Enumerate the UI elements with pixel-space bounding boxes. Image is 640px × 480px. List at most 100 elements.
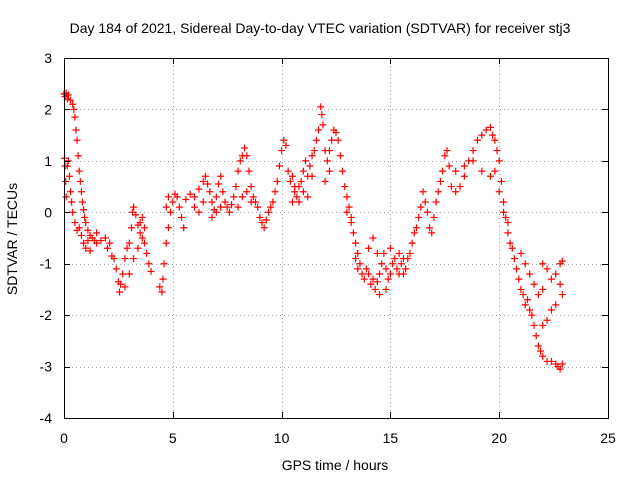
data-point: [238, 193, 246, 201]
data-point: [402, 265, 410, 273]
data-point: [378, 260, 386, 268]
data-point: [371, 285, 379, 293]
data-point: [280, 136, 288, 144]
data-point: [247, 198, 255, 206]
data-point: [456, 183, 464, 191]
y-tick-label: 0: [44, 204, 52, 220]
data-point: [325, 147, 333, 155]
data-point: [530, 321, 538, 329]
data-point: [123, 244, 131, 252]
y-tick-label: 3: [44, 50, 52, 66]
data-point: [495, 188, 503, 196]
data-point: [84, 226, 92, 234]
x-tick-label: 15: [383, 430, 399, 446]
data-point: [130, 255, 138, 263]
data-point: [199, 198, 207, 206]
data-point: [241, 144, 249, 152]
data-point: [358, 270, 366, 278]
data-point: [62, 177, 70, 185]
data-point: [376, 270, 384, 278]
data-point: [419, 188, 427, 196]
data-point: [373, 249, 381, 257]
data-point: [178, 213, 186, 221]
data-point: [478, 131, 486, 139]
data-point: [217, 172, 225, 180]
data-point: [308, 172, 316, 180]
data-point: [513, 265, 521, 273]
data-point: [354, 249, 362, 257]
data-point: [382, 265, 390, 273]
data-point: [526, 306, 534, 314]
data-point: [521, 301, 529, 309]
data-point: [393, 265, 401, 273]
data-point: [473, 136, 481, 144]
data-point: [195, 208, 203, 216]
data-point: [521, 260, 529, 268]
data-point: [269, 198, 277, 206]
data-point: [356, 260, 364, 268]
data-point: [110, 255, 118, 263]
data-point: [349, 229, 357, 237]
data-point: [517, 249, 525, 257]
data-point: [482, 126, 490, 134]
data-point: [299, 188, 307, 196]
data-point: [302, 157, 310, 165]
data-point: [515, 275, 523, 283]
y-tick-label: -3: [40, 359, 53, 375]
data-point: [295, 183, 303, 191]
data-point: [293, 193, 301, 201]
data-point: [247, 183, 255, 191]
data-point: [82, 219, 90, 227]
data-point: [258, 219, 266, 227]
data-point: [162, 239, 170, 247]
data-point: [558, 360, 566, 368]
data-point: [208, 198, 216, 206]
data-point: [97, 237, 105, 245]
data-point: [439, 167, 447, 175]
data-point: [219, 188, 227, 196]
data-point: [404, 255, 412, 263]
data-point: [460, 162, 468, 170]
data-point: [180, 224, 188, 232]
data-point: [234, 167, 242, 175]
data-point: [77, 231, 85, 239]
data-point: [315, 126, 323, 134]
data-point: [119, 270, 127, 278]
data-point: [223, 203, 231, 211]
data-point: [426, 224, 434, 232]
data-point: [273, 177, 281, 185]
data-point: [317, 103, 325, 111]
data-point: [236, 157, 244, 165]
data-point: [436, 177, 444, 185]
data-point: [256, 213, 264, 221]
data-point: [64, 91, 72, 99]
data-point: [67, 96, 75, 104]
data-point: [517, 285, 525, 293]
data-point: [132, 211, 140, 219]
data-point: [352, 255, 360, 263]
data-point: [384, 275, 392, 283]
data-point: [141, 224, 149, 232]
data-point: [127, 224, 135, 232]
data-point: [271, 188, 279, 196]
data-point: [312, 136, 320, 144]
data-point: [121, 283, 129, 291]
data-point: [284, 167, 292, 175]
data-point: [136, 219, 144, 227]
data-point: [121, 255, 129, 263]
data-point: [262, 216, 270, 224]
data-point: [539, 321, 547, 329]
data-point: [162, 203, 170, 211]
data-point: [399, 270, 407, 278]
data-point: [173, 193, 181, 201]
data-point: [75, 167, 83, 175]
data-point: [291, 188, 299, 196]
data-point: [539, 352, 547, 360]
data-point: [486, 172, 494, 180]
data-point: [191, 193, 199, 201]
data-point: [267, 203, 275, 211]
data-point: [234, 203, 242, 211]
data-point: [175, 203, 183, 211]
